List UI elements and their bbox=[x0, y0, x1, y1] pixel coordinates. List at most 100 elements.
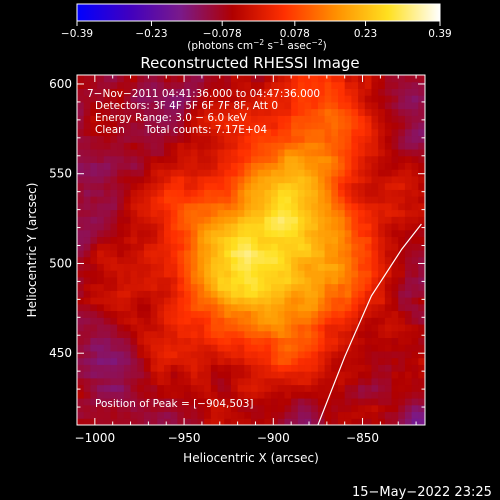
heatmap-cell bbox=[123, 75, 132, 83]
heatmap-cell bbox=[90, 283, 98, 291]
heatmap-cell bbox=[291, 357, 299, 365]
heatmap-cell bbox=[197, 182, 205, 190]
heatmap-cell bbox=[83, 256, 91, 264]
heatmap-cell bbox=[384, 182, 393, 190]
heatmap-cell bbox=[304, 75, 312, 83]
heatmap-cell bbox=[77, 297, 85, 305]
heatmap-cell bbox=[150, 371, 158, 379]
heatmap-cell bbox=[90, 182, 98, 190]
heatmap-cell bbox=[170, 276, 178, 285]
heatmap-cell bbox=[210, 344, 219, 352]
heatmap-cell bbox=[164, 149, 172, 157]
heatmap-cell bbox=[237, 310, 245, 318]
heatmap-cell bbox=[117, 404, 125, 413]
heatmap-cell bbox=[311, 350, 319, 359]
heatmap-cell bbox=[190, 175, 198, 184]
heatmap-cell bbox=[371, 243, 379, 251]
heatmap-cell bbox=[103, 297, 111, 305]
heatmap-cell bbox=[164, 155, 172, 163]
heatmap-cell bbox=[277, 216, 285, 224]
heatmap-cell bbox=[264, 364, 272, 372]
heatmap-cell bbox=[271, 371, 279, 379]
heatmap-cell bbox=[371, 364, 379, 372]
heatmap-cell bbox=[291, 81, 299, 89]
heatmap-cell bbox=[190, 149, 198, 157]
heatmap-cell bbox=[244, 101, 252, 110]
heatmap-cell bbox=[117, 101, 125, 110]
heatmap-cell bbox=[157, 404, 165, 413]
heatmap-cell bbox=[123, 236, 132, 244]
heatmap-cell bbox=[331, 175, 339, 184]
heatmap-cell bbox=[284, 256, 292, 264]
heatmap-cell bbox=[257, 256, 265, 264]
heatmap-cell bbox=[284, 75, 292, 83]
heatmap-cell bbox=[317, 243, 326, 251]
heatmap-cell bbox=[378, 142, 386, 150]
heatmap-cell bbox=[77, 175, 85, 184]
heatmap-cell bbox=[210, 128, 219, 137]
heatmap-cell bbox=[277, 122, 285, 130]
heatmap-cell bbox=[237, 324, 245, 332]
heatmap-cell bbox=[117, 350, 125, 359]
heatmap-cell bbox=[291, 303, 299, 312]
heatmap-cell bbox=[297, 297, 306, 305]
heatmap-cell bbox=[117, 330, 125, 338]
heatmap-cell bbox=[304, 95, 312, 103]
heatmap-cell bbox=[97, 303, 105, 312]
heatmap-cell bbox=[304, 202, 312, 211]
heatmap-cell bbox=[164, 101, 172, 110]
heatmap-cell bbox=[418, 169, 425, 177]
heatmap-cell bbox=[311, 243, 319, 251]
heatmap-cell bbox=[358, 364, 366, 372]
heatmap-cell bbox=[77, 169, 85, 177]
heatmap-cell bbox=[331, 263, 339, 271]
heatmap-cell bbox=[170, 357, 178, 365]
heatmap-cell bbox=[90, 189, 98, 197]
heatmap-cell bbox=[157, 250, 165, 258]
heatmap-cell bbox=[371, 384, 379, 392]
heatmap-cell bbox=[391, 310, 399, 318]
heatmap-cell bbox=[224, 223, 232, 231]
heatmap-cell bbox=[190, 196, 198, 204]
heatmap-cell bbox=[77, 95, 85, 103]
heatmap-cell bbox=[190, 135, 198, 143]
heatmap-cell bbox=[90, 175, 98, 184]
heatmap-cell bbox=[384, 75, 393, 83]
heatmap-cell bbox=[103, 88, 111, 96]
heatmap-cell bbox=[418, 162, 425, 170]
heatmap-cell bbox=[177, 283, 185, 291]
heatmap-cell bbox=[364, 256, 372, 264]
heatmap-cell bbox=[404, 303, 413, 312]
heatmap-cell bbox=[150, 256, 158, 264]
heatmap-cell bbox=[164, 411, 172, 419]
heatmap-cell bbox=[143, 303, 152, 312]
heatmap-cell bbox=[83, 324, 91, 332]
heatmap-cell bbox=[164, 202, 172, 211]
heatmap-cell bbox=[177, 344, 185, 352]
heatmap-cell bbox=[103, 209, 111, 217]
heatmap-cell bbox=[331, 169, 339, 177]
heatmap-cell bbox=[77, 263, 85, 271]
heatmap-cell bbox=[157, 142, 165, 150]
heatmap-cell bbox=[244, 149, 252, 157]
heatmap-cell bbox=[137, 95, 145, 103]
heatmap-cell bbox=[190, 350, 198, 359]
heatmap-cell bbox=[117, 229, 125, 238]
heatmap-cell bbox=[197, 155, 205, 163]
heatmap-cell bbox=[110, 135, 118, 143]
heatmap-cell bbox=[210, 256, 219, 264]
heatmap-cell bbox=[184, 155, 192, 163]
heatmap-cell bbox=[123, 95, 132, 103]
heatmap-cell bbox=[117, 303, 125, 312]
heatmap-cell bbox=[317, 418, 326, 425]
heatmap-cell bbox=[398, 175, 406, 184]
heatmap-cell bbox=[90, 135, 98, 143]
heatmap-cell bbox=[244, 398, 252, 406]
heatmap-cell bbox=[150, 95, 158, 103]
heatmap-cell bbox=[150, 350, 158, 359]
heatmap-cell bbox=[123, 357, 132, 365]
heatmap-cell bbox=[237, 175, 245, 184]
heatmap-cell bbox=[311, 411, 319, 419]
heatmap-cell bbox=[217, 169, 225, 177]
heatmap-cell bbox=[331, 216, 339, 224]
